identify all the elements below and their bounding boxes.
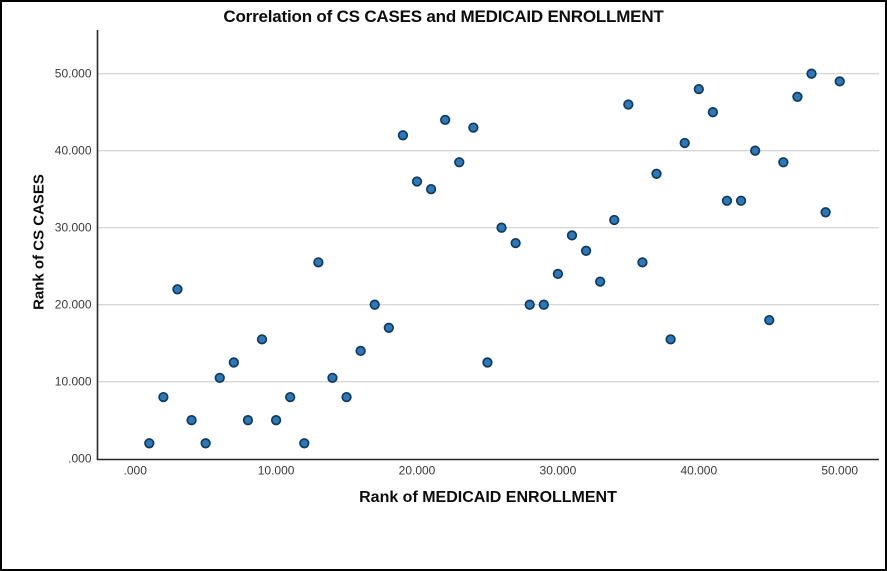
data-point	[355, 345, 366, 357]
x-tick-label: 20.000	[399, 464, 436, 478]
data-point	[552, 268, 564, 280]
x-tick-label: 50.000	[821, 464, 858, 478]
chart-title: Correlation of CS CASES and MEDICAID ENR…	[223, 7, 664, 26]
data-point	[327, 372, 338, 384]
data-point	[186, 415, 197, 426]
data-point	[721, 195, 733, 206]
data-point	[411, 176, 423, 187]
data-point	[425, 184, 437, 195]
x-axis-title: Rank of MEDICAID ENROLLMENT	[359, 489, 617, 506]
y-tick-label: 50.000	[55, 67, 92, 81]
data-point	[383, 322, 394, 333]
data-point	[214, 372, 225, 384]
data-point	[707, 107, 719, 118]
data-point	[580, 245, 592, 256]
data-point	[735, 195, 747, 206]
data-point	[496, 222, 507, 233]
data-point	[792, 91, 803, 102]
data-point	[750, 145, 761, 156]
data-point	[228, 357, 239, 368]
data-point	[834, 76, 845, 87]
data-point	[256, 334, 268, 345]
data-point	[468, 122, 479, 133]
y-tick-label: 20.000	[55, 298, 92, 312]
data-point	[172, 284, 183, 295]
data-point	[524, 299, 535, 310]
data-point	[566, 230, 578, 241]
data-point	[651, 168, 662, 179]
data-point	[482, 357, 493, 368]
data-point	[313, 257, 324, 268]
data-point	[637, 257, 648, 268]
data-point	[144, 438, 155, 449]
y-tick-label: .000	[68, 452, 92, 466]
x-tick-label: .000	[124, 464, 148, 478]
data-point	[538, 299, 549, 310]
data-point	[369, 299, 380, 310]
data-point	[778, 157, 789, 168]
data-point	[693, 83, 704, 95]
data-point	[440, 114, 451, 126]
y-tick-label: 10.000	[55, 375, 92, 389]
data-point	[299, 438, 310, 449]
y-tick-label: 30.000	[55, 221, 92, 235]
data-point	[454, 157, 465, 168]
data-point	[510, 237, 521, 249]
data-point	[270, 415, 282, 426]
data-point	[764, 314, 775, 326]
x-tick-label: 10.000	[258, 464, 295, 478]
x-tick-label: 30.000	[540, 464, 577, 478]
data-point	[242, 415, 254, 426]
data-point	[623, 99, 634, 110]
x-tick-label: 40.000	[680, 464, 717, 478]
data-point	[665, 334, 676, 345]
data-point	[285, 391, 296, 403]
y-tick-label: 40.000	[55, 144, 92, 158]
data-point	[595, 276, 606, 287]
data-point	[200, 438, 211, 449]
data-point	[679, 137, 690, 149]
data-point	[820, 207, 831, 218]
data-point	[341, 391, 352, 403]
data-point	[158, 391, 169, 403]
data-point	[609, 214, 620, 226]
data-point	[806, 68, 817, 79]
data-point	[397, 130, 409, 141]
